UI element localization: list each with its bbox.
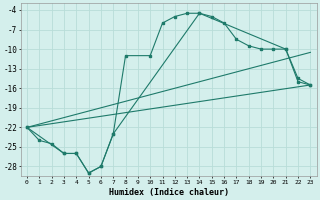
X-axis label: Humidex (Indice chaleur): Humidex (Indice chaleur) <box>109 188 229 197</box>
